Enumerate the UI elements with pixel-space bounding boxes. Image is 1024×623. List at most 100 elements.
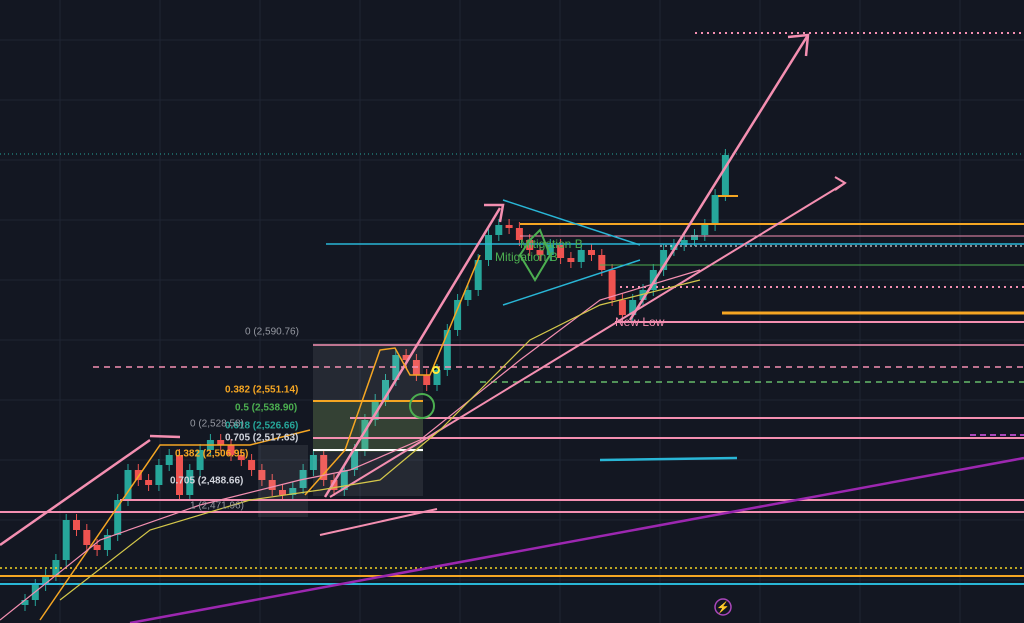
candle-body — [93, 545, 101, 550]
fib-label: 0 (2,528.58) — [190, 419, 244, 430]
candle-body — [196, 450, 204, 470]
pattern-shape — [518, 228, 552, 282]
candle-body — [402, 355, 410, 360]
fib-label: 1 (2,471.96) — [190, 501, 244, 512]
candle-body — [268, 480, 276, 490]
candle-body — [351, 450, 359, 470]
candle-body — [42, 575, 50, 585]
fib-label: 0.618 (2,526.66) — [225, 421, 298, 432]
candle-body — [176, 455, 183, 495]
candle-body — [320, 455, 328, 480]
candle-body — [134, 470, 142, 480]
ma-line — [59, 279, 701, 601]
arrow — [0, 438, 151, 547]
candle-body — [217, 440, 225, 445]
candle-body — [567, 258, 575, 262]
ma-line — [0, 269, 701, 621]
arrow — [149, 434, 181, 439]
candle-body — [474, 260, 482, 290]
wedge-line — [502, 259, 641, 306]
candle-body — [124, 470, 132, 500]
fib-box — [313, 343, 423, 496]
candle-body — [21, 600, 29, 605]
candle-body — [114, 500, 122, 535]
trend-line — [329, 182, 846, 498]
candle-body — [279, 490, 286, 495]
candle-body — [289, 488, 297, 495]
candle-body — [330, 480, 338, 490]
annotation: Mitigation B — [520, 237, 583, 251]
candle-body — [186, 470, 194, 495]
candle-body — [237, 455, 245, 460]
candle-body — [660, 250, 668, 270]
swing-line — [304, 254, 481, 496]
fib-label: 0.705 (2,517.63) — [225, 433, 298, 444]
candle-body — [62, 520, 70, 560]
candle-body — [711, 195, 719, 225]
candle-body — [73, 520, 80, 530]
candle-body — [495, 225, 503, 235]
wedge-line — [502, 199, 641, 246]
arrow — [323, 207, 502, 498]
candle-body — [608, 270, 616, 300]
candle-body — [526, 240, 534, 250]
candle-body — [103, 535, 111, 550]
candle-body — [371, 400, 379, 420]
marker-dot — [432, 366, 440, 374]
candle-body — [557, 245, 565, 258]
candle-body — [433, 370, 441, 385]
candle-body — [680, 240, 688, 245]
candle-body — [83, 530, 91, 545]
candle-body — [423, 375, 431, 385]
arrow — [628, 34, 810, 321]
swing-line — [39, 429, 311, 621]
candle-body — [340, 470, 348, 490]
candle-body — [701, 225, 709, 235]
labels: 0 (2,590.76) 0.382 (2,551.14) 0.5 (2,538… — [170, 237, 665, 511]
candle-body — [464, 290, 472, 300]
candle-body — [505, 225, 513, 228]
event-icon-glyph: ⚡ — [716, 601, 730, 614]
h-line — [599, 456, 738, 462]
fib-label: 0 (2,590.76) — [245, 327, 299, 338]
arrow-head — [834, 176, 847, 191]
candle-body — [598, 255, 606, 270]
candle-body — [443, 330, 451, 370]
candle-body — [649, 270, 657, 290]
candle-body — [454, 300, 462, 330]
candle-body — [536, 250, 544, 255]
candle-body — [546, 245, 554, 255]
candle-body — [248, 460, 256, 470]
candle-body — [629, 300, 637, 315]
fib-label: 0.382 (2,551.14) — [225, 385, 298, 396]
drawings: ⚡ — [0, 32, 1024, 623]
fib-label: 0.705 (2,488.66) — [170, 476, 243, 487]
trend-line — [319, 508, 438, 536]
candle-body — [691, 235, 698, 240]
candle-body — [361, 420, 369, 450]
fib-label: 0.5 (2,538.90) — [235, 403, 297, 414]
trend-line — [129, 456, 1024, 623]
candle-body — [382, 380, 389, 400]
fib-label: 0.382 (2,506.95) — [175, 449, 248, 460]
candle-body — [258, 470, 266, 480]
candle-body — [165, 455, 173, 465]
annotation: Mitigation B — [495, 250, 558, 264]
candle-body — [515, 228, 523, 240]
arrow-head — [484, 203, 505, 223]
candle-body — [618, 300, 626, 315]
candle-body — [639, 290, 647, 300]
candle-body — [145, 480, 153, 485]
fib-box-left — [258, 445, 308, 517]
candle-body — [155, 465, 163, 485]
candle-body — [485, 235, 492, 260]
candle-body — [721, 155, 729, 195]
candle-body — [588, 250, 595, 255]
candle-body — [577, 250, 585, 262]
marker-circle — [409, 393, 435, 419]
candle-body — [227, 445, 235, 455]
event-icon[interactable] — [714, 598, 732, 616]
arrow-head — [787, 33, 810, 57]
annotation: New Low — [615, 315, 665, 329]
